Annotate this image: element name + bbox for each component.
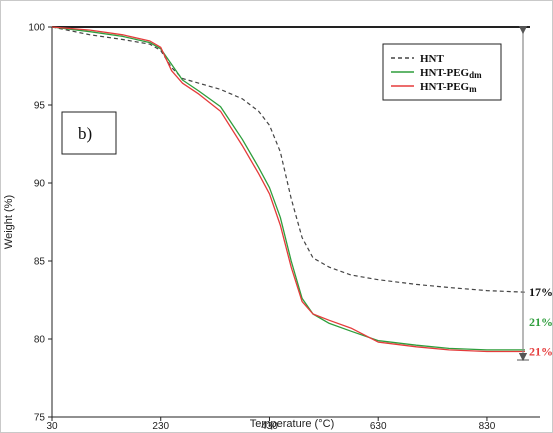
x-axis-title: Temperature (°C) [250,418,334,430]
y-tick-label: 75 [34,413,46,424]
x-tick-label: 30 [46,421,58,432]
x-tick-label: 630 [370,421,387,432]
panel-label: b) [78,124,92,143]
legend-label: HNT-PEGdm [420,67,482,80]
x-tick-label: 830 [479,421,496,432]
series-line-hnt-pegm [51,26,525,353]
y-tick-label: 85 [34,257,46,268]
series-line-hnt [51,26,526,293]
weight-loss-annotation: 21% [529,315,553,329]
series-line-hnt-pegdm [51,26,525,351]
weight-loss-annotation: 17% [529,285,553,299]
legend-label: HNT [420,53,445,65]
y-tick-label: 90 [34,179,46,190]
y-tick-label: 80 [34,335,46,346]
x-tick-label: 230 [152,421,169,432]
weight-loss-annotation: 21% [529,344,553,358]
x-tick-label: 430 [261,421,278,432]
y-tick-label: 100 [28,23,45,34]
y-tick-label: 95 [34,101,46,112]
panel-label-box [61,111,117,155]
legend-label: HNT-PEGm [420,81,477,94]
y-axis-title: Weight (%) [3,195,15,249]
